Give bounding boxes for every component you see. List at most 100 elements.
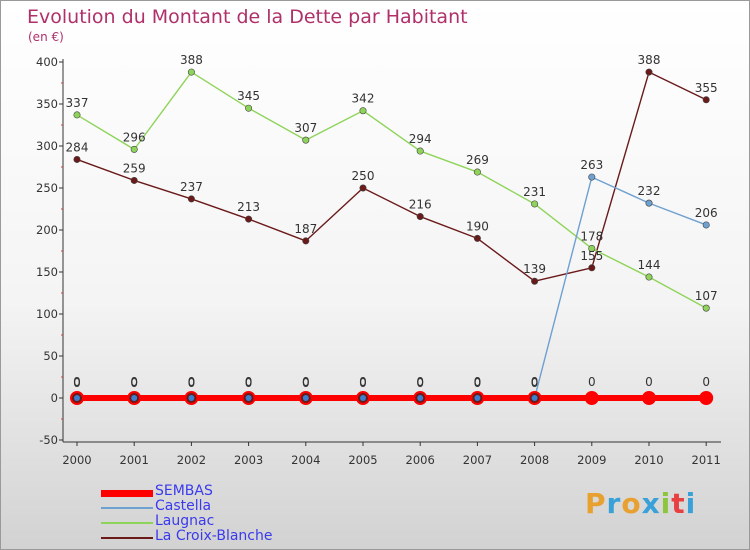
y-tick-label: 0	[51, 391, 58, 405]
data-label-laugnac: 388	[180, 53, 203, 67]
data-point-laugnac	[702, 304, 710, 312]
data-point-la-croix-blanche	[645, 68, 653, 76]
data-point-la-croix-blanche	[473, 234, 481, 242]
data-label-zero: 0	[531, 375, 539, 389]
data-label-zero: 0	[702, 375, 710, 389]
data-label-la-croix-blanche: 388	[638, 53, 661, 67]
data-label-laugnac: 345	[237, 89, 260, 103]
data-label-zero: 0	[645, 375, 653, 389]
y-tick-label: 250	[36, 181, 58, 195]
data-point-laugnac	[359, 107, 367, 115]
y-tick-label: 150	[36, 265, 58, 279]
x-tick-label: 2011	[692, 453, 721, 467]
data-label-la-croix-blanche: 155	[580, 249, 603, 263]
logo-letter: x	[641, 487, 661, 520]
data-label-castella: 263	[580, 158, 603, 172]
data-point-castella	[645, 199, 653, 207]
data-point-laugnac	[130, 145, 138, 153]
data-label-laugnac: 231	[523, 185, 546, 199]
data-point-la-croix-blanche	[302, 237, 310, 245]
x-tick-label: 2002	[177, 453, 206, 467]
data-label-la-croix-blanche: 216	[409, 198, 432, 212]
data-point-la-croix-blanche	[187, 195, 195, 203]
logo-letter: t	[671, 487, 686, 520]
legend-swatch	[101, 489, 153, 497]
data-label-zero: 0	[359, 375, 367, 389]
data-point-laugnac	[588, 244, 596, 252]
logo-letter: o	[621, 487, 642, 520]
data-point-laugnac	[416, 147, 424, 155]
y-tick-label: 350	[36, 97, 58, 111]
data-point-laugnac	[645, 273, 653, 281]
y-tick-label: -50	[39, 433, 58, 447]
data-point-sembas-overlay	[74, 395, 80, 401]
data-label-castella: 232	[638, 184, 661, 198]
y-tick-label: 100	[36, 307, 58, 321]
legend-label: Castella	[155, 498, 212, 514]
series-line-castella	[76, 176, 707, 399]
data-label-zero: 0	[245, 376, 253, 390]
data-label-zero: 0	[73, 375, 81, 389]
data-point-sembas-overlay	[302, 395, 309, 401]
data-label-la-croix-blanche: 213	[237, 200, 260, 214]
data-point-laugnac	[73, 111, 81, 119]
y-tick-label: 50	[43, 349, 58, 363]
data-point-la-croix-blanche	[73, 155, 81, 163]
data-point-la-croix-blanche	[588, 264, 596, 272]
data-point-sembas-overlay	[245, 395, 252, 401]
data-label-laugnac: 296	[123, 130, 146, 144]
data-label-la-croix-blanche: 190	[466, 219, 489, 233]
y-tick-label: 200	[36, 223, 58, 237]
x-tick-label: 2005	[348, 453, 377, 467]
logo-letter: P	[585, 487, 607, 520]
data-label-castella: 206	[695, 206, 718, 220]
data-point-sembas-overlay	[188, 395, 195, 401]
data-label-zero: 0	[531, 376, 539, 390]
data-point-sembas	[584, 391, 599, 405]
data-label-zero: 0	[130, 375, 138, 389]
data-point-la-croix-blanche	[416, 213, 424, 221]
data-label-laugnac: 178	[580, 229, 603, 243]
x-tick-label: 2010	[634, 453, 663, 467]
data-point-la-croix-blanche	[245, 215, 253, 223]
data-point-laugnac	[302, 136, 310, 144]
proxiti-logo: Proxiti	[585, 487, 696, 520]
legend-swatch	[101, 537, 153, 539]
data-point-laugnac	[245, 104, 253, 112]
data-point-laugnac	[473, 168, 481, 176]
data-label-zero: 0	[416, 376, 424, 390]
data-label-la-croix-blanche: 259	[123, 161, 146, 175]
logo-letter: i	[660, 487, 672, 520]
legend-label: La Croix-Blanche	[155, 528, 273, 544]
chart-unit-label: (en €)	[28, 30, 64, 44]
data-point-laugnac	[531, 200, 539, 208]
data-point-castella	[702, 221, 710, 229]
data-label-laugnac: 269	[466, 153, 489, 167]
legend-label: SEMBAS	[155, 483, 213, 499]
data-point-la-croix-blanche	[130, 176, 138, 184]
data-point-la-croix-blanche	[702, 96, 710, 104]
data-point-castella	[588, 173, 596, 181]
data-label-zero: 0	[188, 375, 196, 389]
data-label-la-croix-blanche: 187	[294, 222, 317, 236]
data-label-zero: 0	[302, 375, 310, 389]
data-point-la-croix-blanche	[531, 277, 539, 285]
series-line-laugnac	[76, 71, 707, 309]
data-label-laugnac: 342	[352, 92, 375, 106]
legend-swatch	[101, 522, 153, 524]
y-tick-label: 300	[36, 139, 58, 153]
x-tick-label: 2008	[520, 453, 549, 467]
logo-letter: r	[606, 487, 622, 520]
data-label-la-croix-blanche: 355	[695, 81, 718, 95]
logo-letter: i	[685, 487, 697, 520]
data-point-sembas-overlay	[131, 395, 138, 401]
data-point-laugnac	[187, 68, 195, 76]
legend-swatch	[101, 507, 153, 509]
data-label-zero: 0	[474, 376, 482, 390]
data-label-zero: 0	[188, 376, 196, 390]
data-point-sembas	[642, 391, 656, 405]
data-label-zero: 0	[359, 376, 367, 390]
data-label-zero: 0	[73, 376, 81, 390]
data-label-zero: 0	[245, 375, 253, 389]
